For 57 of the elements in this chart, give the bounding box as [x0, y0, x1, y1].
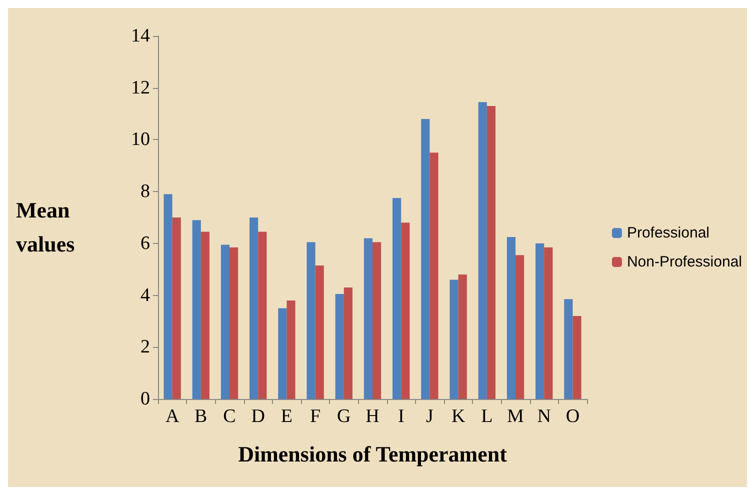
x-tick-label: J [426, 406, 434, 427]
bar [486, 106, 496, 399]
x-axis-title: Dimensions of Temperament [238, 442, 508, 466]
x-tick-label: G [337, 406, 352, 427]
legend-label: Professional [626, 224, 710, 242]
y-tick-label: 6 [140, 232, 150, 254]
bar [516, 255, 524, 399]
bar [230, 247, 238, 399]
bar [200, 232, 210, 399]
bar [421, 118, 430, 399]
y-tick-label: 2 [140, 336, 150, 358]
y-tick-label: 12 [131, 77, 150, 98]
bar [572, 316, 582, 399]
y-tick-label: 14 [131, 26, 150, 46]
x-tick-label: F [310, 406, 321, 427]
bar [315, 265, 324, 399]
x-tick-label: C [223, 406, 236, 427]
bar [335, 294, 344, 399]
x-tick-label: O [566, 406, 580, 427]
y-tick-label: 8 [140, 181, 150, 202]
x-tick-label: B [194, 406, 208, 427]
x-tick-label: K [451, 406, 466, 427]
bar [220, 244, 230, 399]
x-tick-label: A [165, 406, 180, 427]
bar [506, 236, 516, 399]
bar [172, 218, 181, 399]
legend-label: Non-Professional [626, 254, 742, 270]
bar [536, 243, 544, 399]
bar [430, 152, 438, 399]
x-tick-label: H [366, 406, 380, 427]
bar [164, 194, 172, 399]
y-axis-title: Mean values [16, 198, 76, 256]
y-tick-label: 0 [140, 388, 150, 410]
x-tick-label: I [398, 406, 404, 427]
bar [250, 218, 258, 399]
bar [478, 102, 487, 399]
y-tick-label: 4 [140, 284, 150, 306]
x-tick-label: M [507, 406, 524, 427]
bar [192, 220, 201, 399]
bar [258, 232, 267, 399]
bar [392, 198, 402, 399]
bar [364, 238, 372, 399]
bar [344, 288, 352, 399]
bar [458, 274, 467, 399]
x-tick-label: D [251, 406, 265, 427]
bar [278, 308, 287, 399]
y-tick-label: 10 [131, 129, 150, 150]
x-tick-label: L [481, 406, 493, 427]
bar [372, 242, 382, 399]
bar [450, 280, 458, 399]
x-tick-label: E [280, 406, 293, 427]
bar [286, 300, 296, 399]
x-tick-label: N [537, 406, 552, 427]
bar [306, 242, 316, 399]
bar [401, 222, 410, 399]
bar [564, 299, 573, 399]
bar [544, 247, 553, 399]
